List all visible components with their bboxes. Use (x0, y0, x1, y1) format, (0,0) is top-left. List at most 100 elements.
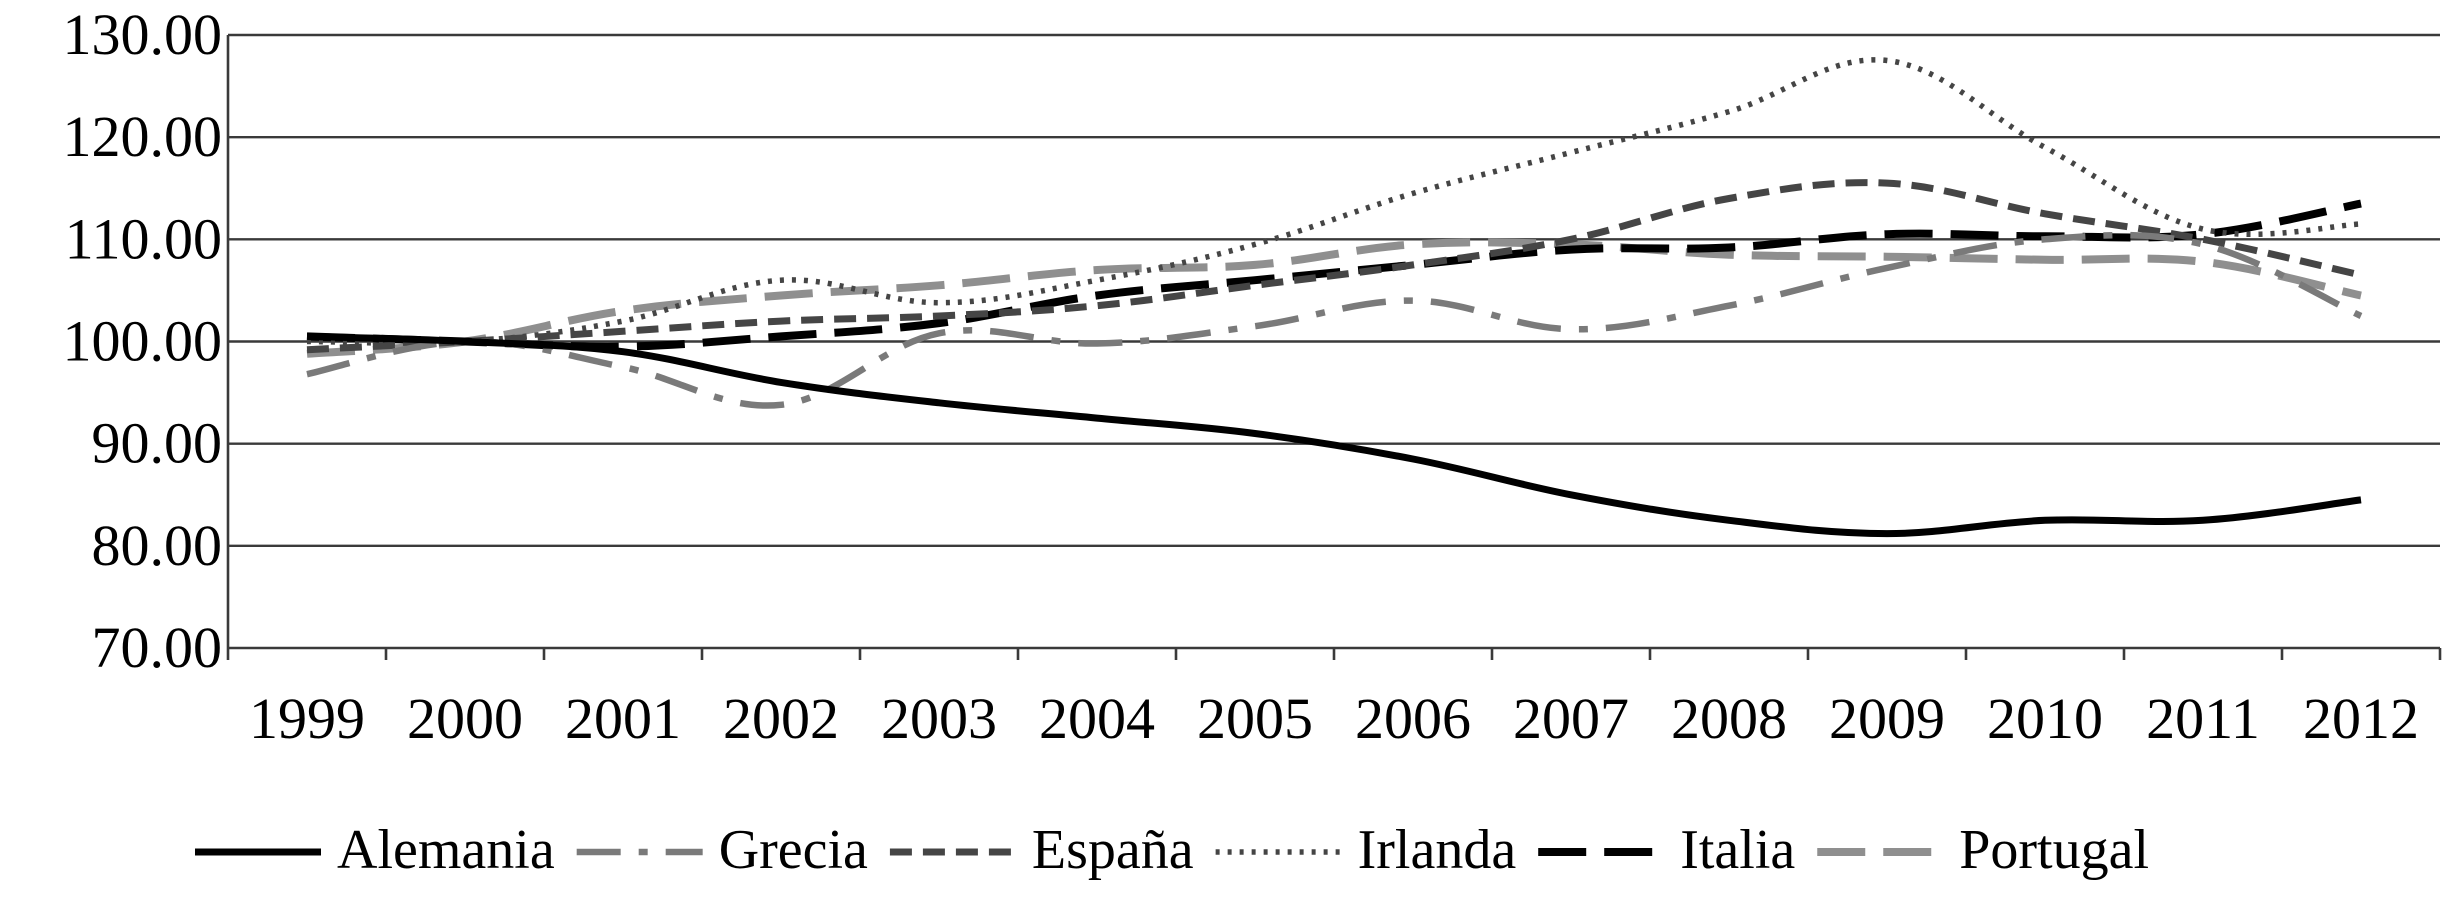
x-tick-label: 2005 (1197, 686, 1313, 751)
data-point-italia (1884, 231, 1890, 237)
legend: Alemania Grecia España Irlanda Italia Portuga… (195, 819, 2149, 881)
data-point-portugal (936, 282, 942, 288)
data-point-espana (620, 328, 626, 334)
data-point-italia (1726, 245, 1732, 251)
data-point-irlanda (2042, 144, 2048, 150)
x-tick-label: 2000 (407, 686, 523, 751)
data-point-italia (1252, 277, 1258, 283)
data-point-irlanda (1252, 241, 1258, 247)
data-point-portugal (1726, 252, 1732, 258)
data-point-alemania (304, 333, 310, 339)
data-point-alemania (462, 339, 468, 345)
data-point-alemania (778, 379, 784, 385)
data-point-grecia (2200, 241, 2206, 247)
data-point-grecia (1094, 341, 1100, 347)
data-point-irlanda (2358, 221, 2364, 227)
x-tick-labels: 1999 2000 2001 2002 2003 2004 2005 2006 2007 2008… (249, 686, 2419, 751)
data-point-portugal (1094, 267, 1100, 273)
series-line-irlanda (306, 57, 2362, 346)
data-point-espana (936, 313, 942, 319)
data-point-alemania (1726, 517, 1732, 523)
data-point-alemania (2042, 517, 2048, 523)
data-point-espana (1410, 262, 1416, 268)
y-tick-label: 90.00 (92, 411, 223, 476)
data-point-espana (778, 318, 784, 324)
data-point-alemania (936, 400, 942, 406)
data-point-irlanda (1884, 58, 1890, 64)
data-point-grecia (1726, 303, 1732, 309)
legend-label-portugal: Portugal (1959, 819, 2149, 881)
data-point-alemania (1410, 456, 1416, 462)
data-point-grecia (1410, 298, 1416, 304)
data-point-alemania (620, 349, 626, 355)
data-point-espana (1094, 303, 1100, 309)
data-point-grecia (620, 364, 626, 370)
x-tick-label: 2012 (2303, 686, 2419, 751)
series-lines (304, 57, 2364, 538)
data-point-grecia (2042, 236, 2048, 242)
x-tick-label: 2002 (723, 686, 839, 751)
data-point-espana (1252, 282, 1258, 288)
data-point-italia (1094, 293, 1100, 299)
data-point-irlanda (936, 300, 942, 306)
legend-label-grecia: Grecia (719, 819, 868, 881)
x-tick-label: 2011 (2146, 686, 2260, 751)
data-point-portugal (1410, 241, 1416, 247)
data-point-portugal (2358, 293, 2364, 299)
data-point-espana (1884, 180, 1890, 186)
data-point-portugal (620, 308, 626, 314)
data-point-portugal (778, 293, 784, 299)
data-point-alemania (2200, 517, 2206, 523)
legend-label-espana: España (1032, 819, 1194, 881)
data-point-alemania (1252, 430, 1258, 436)
y-tick-label: 70.00 (92, 615, 223, 680)
x-tick-label: 2001 (565, 686, 681, 751)
data-point-espana (304, 347, 310, 353)
data-point-portugal (1884, 254, 1890, 260)
y-tick-label: 80.00 (92, 513, 223, 578)
x-tick-label: 2008 (1671, 686, 1787, 751)
data-point-alemania (1568, 492, 1574, 498)
series-line-portugal (306, 238, 2362, 358)
data-point-irlanda (1094, 277, 1100, 283)
data-point-irlanda (1568, 149, 1574, 155)
x-tick-label: 1999 (249, 686, 365, 751)
data-point-portugal (1252, 262, 1258, 268)
data-point-grecia (1884, 265, 1890, 271)
legend-label-irlanda: Irlanda (1358, 819, 1517, 881)
y-tick-label: 110.00 (65, 206, 222, 271)
x-tick-label: 2010 (1987, 686, 2103, 751)
data-point-grecia (936, 330, 942, 336)
y-tick-labels: 70.00 80.00 90.00 100.00 110.00 120.00 130.00 (63, 2, 223, 680)
data-point-italia (778, 333, 784, 339)
y-tick-label: 130.00 (63, 2, 223, 67)
data-point-alemania (2358, 497, 2364, 503)
data-point-espana (2358, 272, 2364, 278)
data-point-espana (1726, 195, 1732, 201)
data-point-irlanda (1726, 109, 1732, 115)
data-point-grecia (304, 371, 310, 377)
data-point-grecia (2358, 313, 2364, 319)
series-line-espana (306, 179, 2362, 354)
x-tick-label: 2009 (1829, 686, 1945, 751)
data-point-irlanda (778, 277, 784, 283)
data-point-alemania (1094, 415, 1100, 421)
data-point-irlanda (620, 318, 626, 324)
y-tick-label: 120.00 (63, 104, 223, 169)
legend-label-italia: Italia (1680, 819, 1795, 881)
y-tick-label: 100.00 (63, 309, 223, 374)
grid-lines (228, 33, 2440, 548)
data-point-irlanda (2200, 226, 2206, 232)
data-point-grecia (1252, 323, 1258, 329)
data-point-grecia (778, 402, 784, 408)
x-tick-label: 2004 (1039, 686, 1155, 751)
data-point-italia (1568, 247, 1574, 253)
legend-label-alemania: Alemania (337, 819, 555, 881)
data-point-espana (1568, 236, 1574, 242)
data-point-alemania (1884, 531, 1890, 537)
x-tick-label: 2003 (881, 686, 997, 751)
x-tick-label: 2007 (1513, 686, 1629, 751)
data-point-portugal (2042, 257, 2048, 263)
